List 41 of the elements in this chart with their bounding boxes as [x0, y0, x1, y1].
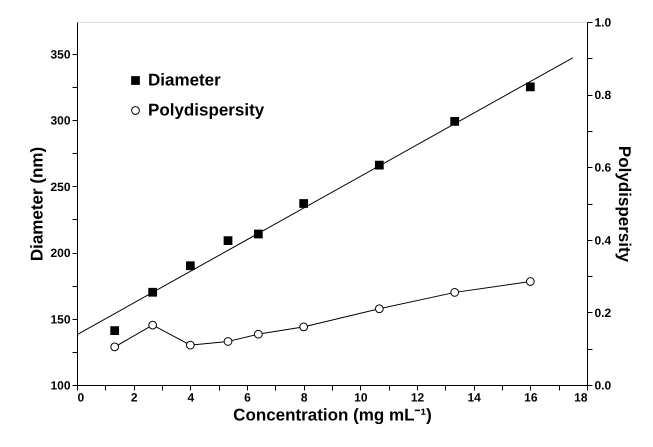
y2-tick-label: 0.8 [594, 88, 612, 102]
point [186, 340, 195, 350]
point [110, 326, 120, 336]
point [224, 236, 232, 245]
point [186, 261, 195, 270]
point [148, 320, 158, 330]
y2-axis-title: Polydispersity [615, 146, 634, 263]
point [110, 342, 120, 352]
point [254, 330, 263, 339]
y2-tick-label: 0.4 [594, 233, 612, 248]
point [374, 304, 384, 314]
legend-label: Diameter [148, 70, 222, 90]
point [299, 199, 308, 208]
y-tick-label: 150 [50, 312, 71, 326]
x-tick-label: 6 [244, 390, 252, 404]
x-tick-label: 18 [574, 390, 588, 404]
y2-tick-label: 0.6 [594, 160, 612, 175]
y2-tick-label: 0.0 [594, 378, 612, 392]
x-axis-title: Concentration (mg mL⁻¹) [233, 406, 432, 424]
legend-label: Polydispersity [148, 100, 265, 120]
x-tick-label: 4 [187, 390, 194, 404]
point [526, 82, 535, 92]
y-tick-label: 200 [50, 246, 71, 260]
y-tick-label: 100 [50, 378, 71, 392]
x-tick-label: 0 [78, 390, 84, 404]
x-tick-label: 14 [467, 390, 482, 404]
y-axis-title: Diameter (nm) [27, 146, 46, 262]
y2-tick-label: 0.2 [594, 306, 612, 320]
x-tick-label: 12 [410, 390, 424, 404]
y-tick-label: 250 [50, 180, 71, 194]
y-tick-label: 300 [50, 114, 71, 128]
x-tick-label: 10 [354, 390, 368, 404]
x-tick-label: 2 [130, 390, 138, 404]
x-tick-label: 8 [300, 390, 308, 404]
y2-tick-label: 1.0 [594, 16, 612, 30]
y-tick-label: 350 [50, 47, 71, 62]
point [224, 337, 232, 346]
point [526, 277, 535, 286]
point [299, 322, 308, 332]
x-tick-label: 16 [524, 390, 538, 404]
point [450, 288, 460, 297]
